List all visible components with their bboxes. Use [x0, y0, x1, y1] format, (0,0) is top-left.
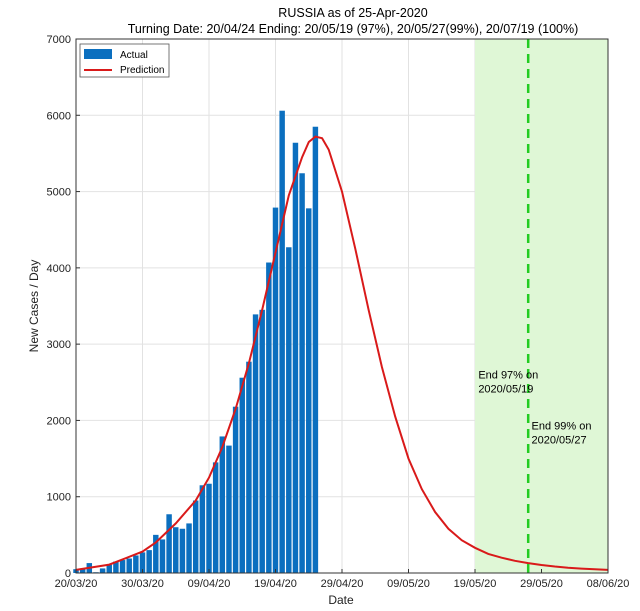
x-tick-label: 20/03/20 — [55, 578, 98, 590]
bar-actual — [192, 500, 199, 573]
chart-title: RUSSIA as of 25-Apr-2020 — [278, 6, 427, 20]
annotation-text: 2020/05/27 — [532, 435, 587, 447]
y-tick-label: 7000 — [47, 34, 71, 46]
legend-actual-label: Actual — [120, 50, 148, 61]
x-tick-label: 08/06/20 — [587, 578, 630, 590]
bar-actual — [99, 568, 106, 573]
bar-actual — [133, 555, 139, 573]
legend-actual-swatch — [84, 49, 112, 59]
x-tick-label: 29/04/20 — [321, 578, 364, 590]
y-tick-label: 3000 — [47, 339, 71, 351]
actual-bars — [73, 110, 319, 574]
x-axis-label: Date — [328, 593, 354, 607]
bar-actual — [292, 142, 299, 573]
bar-actual — [266, 262, 272, 573]
bar-actual — [166, 514, 172, 573]
bar-actual — [232, 406, 239, 573]
annotation-text: End 97% on — [478, 369, 538, 381]
annotation-text: End 99% on — [532, 421, 592, 433]
prediction-line — [75, 135, 609, 571]
y-tick-label: 0 — [65, 568, 71, 580]
y-tick-label: 1000 — [47, 492, 71, 504]
bar-actual — [212, 462, 219, 573]
chart-subtitle: Turning Date: 20/04/24 Ending: 20/05/19 … — [128, 22, 579, 36]
legend: Actual Prediction — [79, 43, 170, 78]
bar-actual — [199, 485, 206, 573]
y-axis-label: New Cases / Day — [27, 260, 41, 353]
bar-actual — [312, 126, 319, 573]
bar-actual — [299, 173, 305, 573]
y-tick-label: 4000 — [47, 263, 71, 275]
x-tick-label: 19/04/20 — [254, 578, 297, 590]
bar-actual — [246, 361, 252, 573]
bar-actual — [272, 207, 279, 573]
annotations: End 97% on 2020/05/19 End 99% on 2020/05/27 — [478, 369, 591, 446]
bar-actual — [226, 445, 232, 573]
bar-actual — [186, 523, 192, 573]
bar-actual — [252, 314, 259, 573]
x-tick-label: 30/03/20 — [121, 578, 164, 590]
bar-actual — [153, 534, 159, 573]
bar-actual — [146, 550, 152, 573]
bar-actual — [286, 247, 292, 573]
bar-actual — [279, 110, 285, 574]
bar-actual — [173, 527, 179, 573]
bar-actual — [79, 568, 86, 573]
prediction-end-shaded-region — [475, 39, 608, 573]
x-tick-label: 09/05/20 — [387, 578, 430, 590]
y-tick-label: 6000 — [47, 110, 71, 122]
legend-prediction-label: Prediction — [120, 65, 164, 76]
x-tick-label: 29/05/20 — [520, 578, 563, 590]
y-tick-label: 5000 — [47, 187, 71, 199]
bar-actual — [106, 564, 112, 573]
x-tick-label: 09/04/20 — [188, 578, 231, 590]
bar-actual — [139, 552, 146, 573]
y-tick-label: 2000 — [47, 415, 71, 427]
bar-actual — [306, 208, 312, 573]
bar-actual — [239, 377, 245, 573]
bar-actual — [259, 309, 265, 573]
tick-labels: 0 1000 2000 3000 4000 5000 6000 7000 20/03/20 30/… — [47, 34, 630, 590]
bar-actual — [113, 561, 119, 573]
bar-actual — [126, 558, 132, 573]
bar-actual — [206, 483, 212, 573]
x-tick-label: 19/05/20 — [454, 578, 497, 590]
bar-actual — [119, 560, 126, 573]
bar-actual — [219, 436, 226, 573]
annotation-text: 2020/05/19 — [478, 383, 533, 395]
bar-actual — [159, 539, 166, 573]
bar-actual — [179, 528, 186, 573]
